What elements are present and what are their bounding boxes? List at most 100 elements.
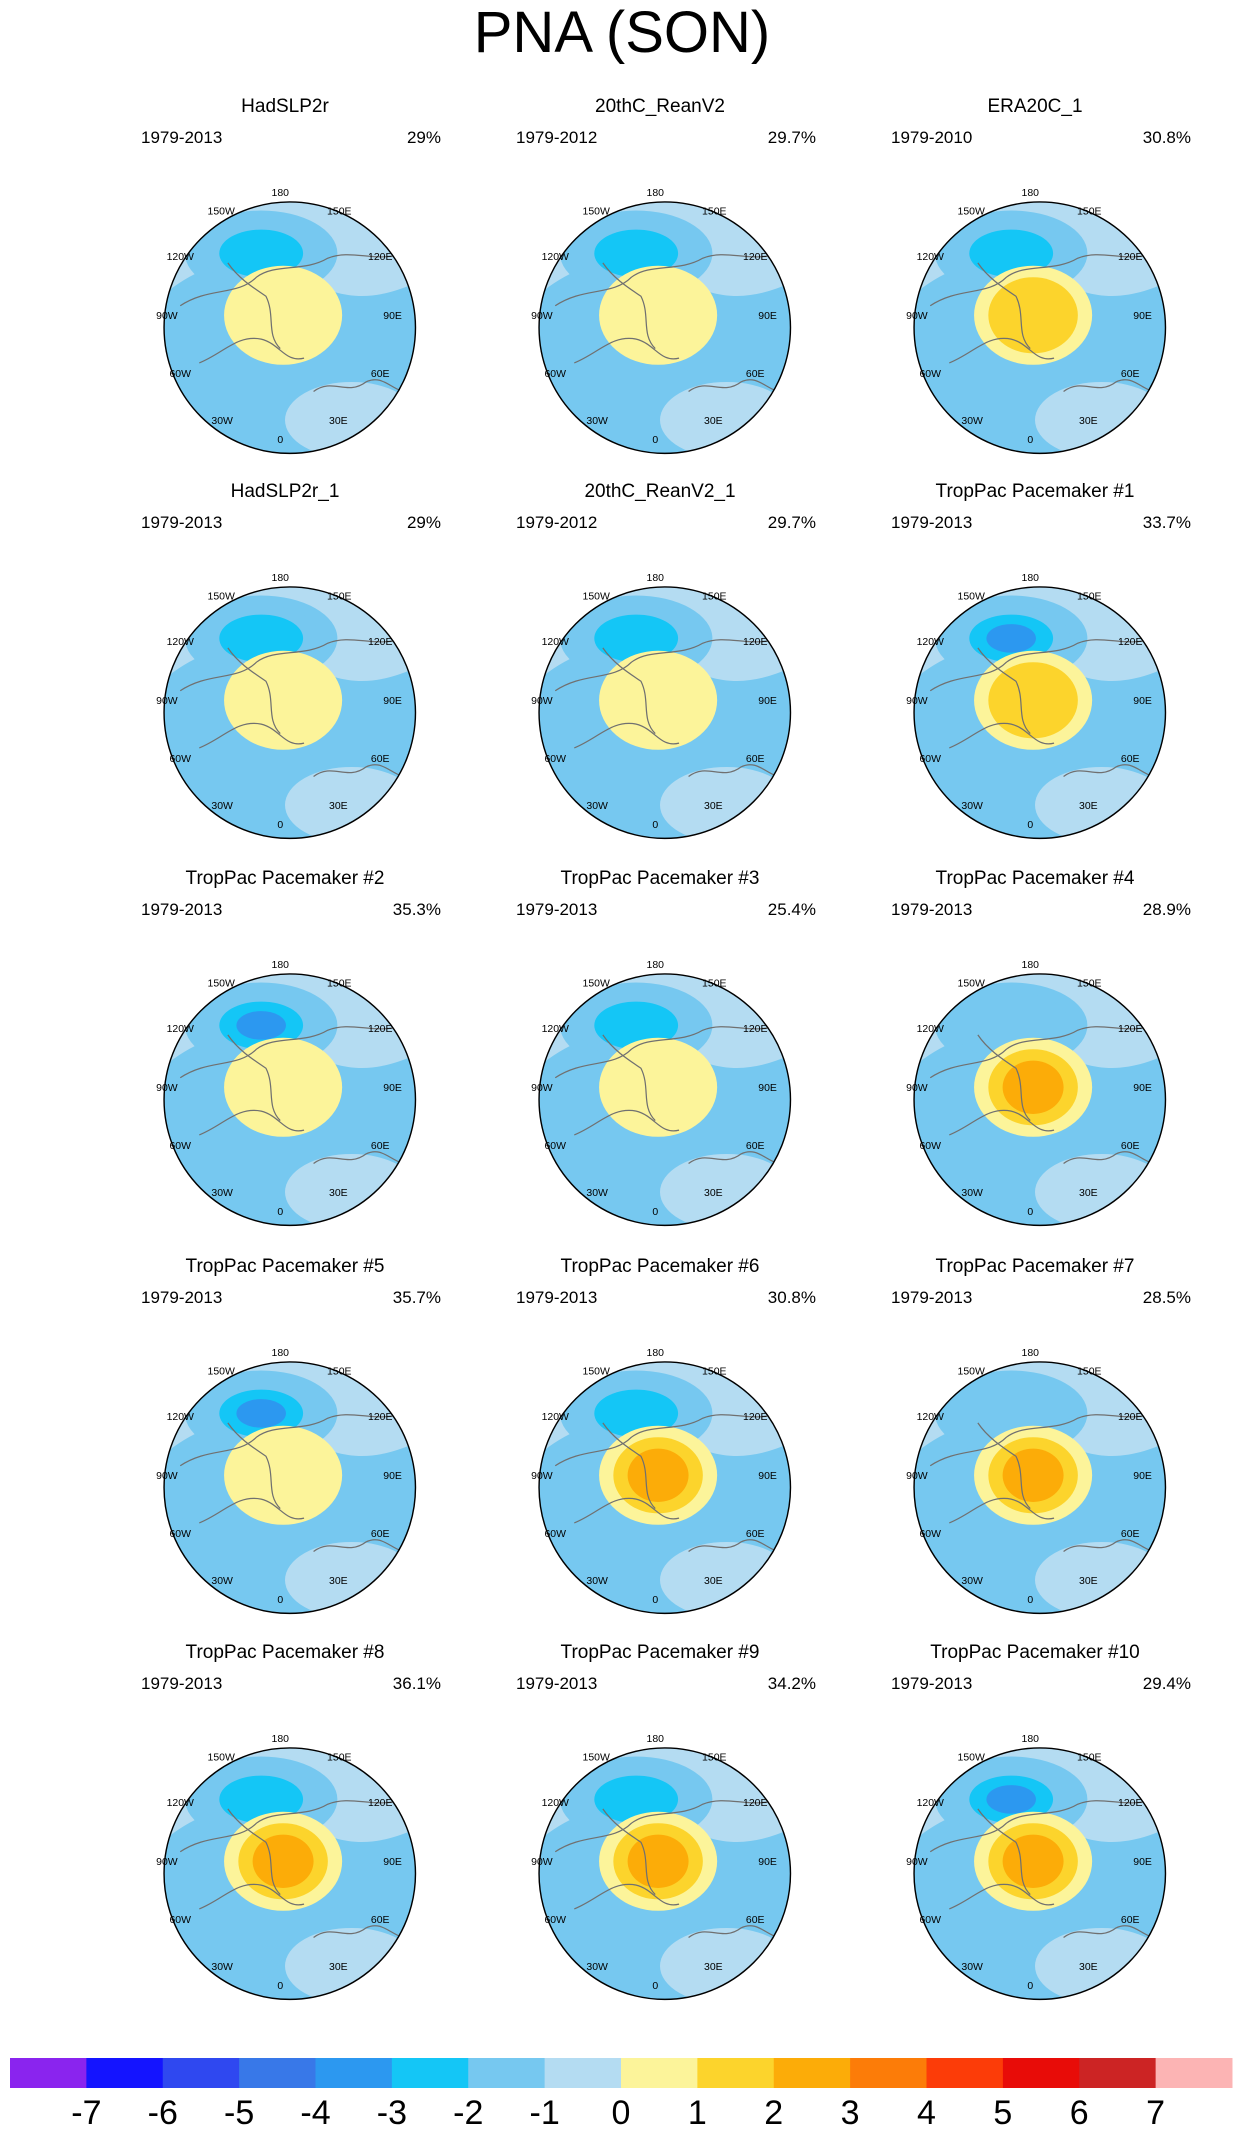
longitude-label: 90E	[383, 1857, 402, 1868]
longitude-label: 120W	[167, 252, 194, 263]
panel-percent: 34.2%	[767, 1674, 816, 1693]
colorbar-swatch	[162, 2058, 240, 2088]
longitude-label: 30W	[586, 801, 608, 812]
longitude-label: 150W	[208, 1752, 235, 1763]
longitude-label: 120W	[542, 252, 569, 263]
neutral-region	[660, 766, 791, 839]
low-pressure-contour	[986, 624, 1036, 653]
longitude-label: 150E	[702, 978, 726, 989]
panel-percent: 30.8%	[767, 1288, 816, 1307]
colorbar-swatch	[10, 2058, 87, 2088]
polar-map: 180 150W 150E 120W 120E 90W 90E 60W 60E 30W 30E 0	[906, 1348, 1167, 1615]
longitude-label: 30W	[211, 801, 233, 812]
longitude-label: 90W	[156, 1083, 178, 1094]
longitude-label: 60W	[544, 754, 566, 765]
colorbar-label: 2	[764, 2094, 783, 2131]
longitude-label: 150E	[1077, 978, 1101, 989]
longitude-label: 90W	[156, 696, 178, 707]
longitude-label: 30W	[586, 1188, 608, 1199]
panel-percent: 29%	[406, 513, 441, 532]
coastline	[554, 1412, 789, 1553]
low-pressure-contour	[594, 229, 679, 278]
high-pressure-contour	[988, 662, 1078, 739]
high-pressure-contour	[599, 650, 718, 750]
longitude-label: 30E	[329, 1576, 348, 1587]
longitude-label: 180	[272, 1348, 290, 1359]
longitude-label: 90W	[531, 1857, 553, 1868]
high-pressure-contour	[224, 650, 343, 750]
map-panel: TropPac Pacemaker #6 1979-2013 30.8% 180 150…	[460, 1256, 860, 1648]
longitude-label: 60W	[544, 1529, 566, 1540]
panel-percent: 29.4%	[1142, 1674, 1191, 1693]
longitude-label: 90W	[906, 1083, 928, 1094]
longitude-label: 120E	[743, 1024, 767, 1035]
longitude-label: 0	[1027, 820, 1033, 831]
longitude-label: 0	[1027, 1595, 1033, 1606]
longitude-label: 30E	[704, 416, 723, 427]
colorbar-label: -6	[148, 2094, 178, 2131]
polar-map: 180 150W 150E 120W 120E 90W 90E 60W 60E 30W 30E 0	[531, 1348, 792, 1615]
low-pressure-contour	[594, 1775, 679, 1824]
panel-years: 1979-2012	[516, 513, 598, 532]
neutral-region	[660, 381, 791, 454]
longitude-label: 150W	[208, 206, 235, 217]
colorbar-label: -5	[224, 2094, 254, 2131]
longitude-label: 30W	[586, 416, 608, 427]
polar-map: 180 150W 150E 120W 120E 90W 90E 60W 60E 30W 30E 0	[156, 573, 417, 840]
longitude-label: 180	[1022, 960, 1040, 971]
longitude-label: 120E	[743, 637, 767, 648]
panel-years: 1979-2013	[891, 1674, 973, 1693]
colorbar-swatch	[621, 2058, 698, 2088]
longitude-label: 0	[277, 820, 283, 831]
longitude-label: 60E	[371, 1141, 390, 1152]
colorbar-label: 7	[1146, 2094, 1165, 2131]
longitude-label: 90E	[1133, 1083, 1152, 1094]
longitude-label: 90E	[1133, 1471, 1152, 1482]
colorbar-swatch	[468, 2058, 546, 2088]
longitude-label: 30E	[1079, 416, 1098, 427]
longitude-label: 30E	[704, 1188, 723, 1199]
panel-percent: 30.8%	[1142, 128, 1191, 147]
longitude-label: 150E	[702, 206, 726, 217]
longitude-label: 90E	[383, 696, 402, 707]
colorbar-swatch	[315, 2058, 393, 2088]
colorbar-swatch	[773, 2058, 851, 2088]
colorbar-swatch	[850, 2058, 927, 2088]
longitude-label: 120W	[167, 1412, 194, 1423]
map-panel: HadSLP2r 1979-2013 29% 180 150W 150E 120W 120E 9…	[85, 96, 485, 488]
low-pressure-contour	[594, 1389, 679, 1438]
longitude-label: 0	[277, 435, 283, 446]
longitude-label: 90E	[1133, 1857, 1152, 1868]
longitude-label: 120W	[917, 637, 944, 648]
panel-title: TropPac Pacemaker #10	[930, 1642, 1140, 1663]
longitude-label: 60E	[1121, 754, 1140, 765]
longitude-label: 30E	[329, 1188, 348, 1199]
longitude-label: 30E	[704, 1962, 723, 1973]
longitude-label: 120E	[743, 252, 767, 263]
longitude-label: 30W	[586, 1576, 608, 1587]
colorbar-label: -1	[530, 2094, 560, 2131]
high-pressure-contour	[599, 1037, 718, 1137]
longitude-label: 30E	[329, 416, 348, 427]
longitude-label: 180	[1022, 1734, 1040, 1745]
longitude-label: 120W	[167, 1798, 194, 1809]
longitude-label: 180	[647, 1348, 665, 1359]
longitude-label: 90E	[758, 696, 777, 707]
longitude-label: 120E	[368, 252, 392, 263]
longitude-label: 120W	[917, 1412, 944, 1423]
panel-percent: 29.7%	[767, 513, 816, 532]
longitude-label: 120E	[368, 1798, 392, 1809]
longitude-label: 60E	[1121, 369, 1140, 380]
longitude-label: 90W	[156, 1857, 178, 1868]
longitude-label: 60E	[371, 369, 390, 380]
longitude-label: 60E	[1121, 1141, 1140, 1152]
high-pressure-contour	[599, 265, 718, 365]
longitude-label: 30W	[961, 1188, 983, 1199]
longitude-label: 180	[1022, 1348, 1040, 1359]
longitude-label: 30W	[211, 1576, 233, 1587]
longitude-label: 90E	[758, 1083, 777, 1094]
longitude-label: 120W	[917, 1024, 944, 1035]
map-boundary	[538, 201, 792, 455]
longitude-label: 90E	[758, 1857, 777, 1868]
panel-percent: 29%	[406, 128, 441, 147]
